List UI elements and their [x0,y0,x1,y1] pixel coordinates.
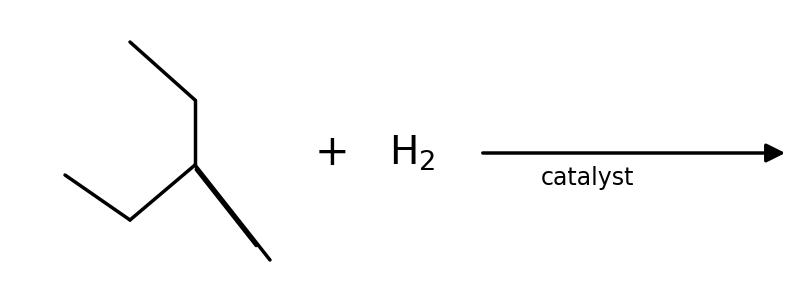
Text: +: + [314,132,350,174]
Text: catalyst: catalyst [542,166,634,190]
Text: H$_2$: H$_2$ [389,133,435,173]
